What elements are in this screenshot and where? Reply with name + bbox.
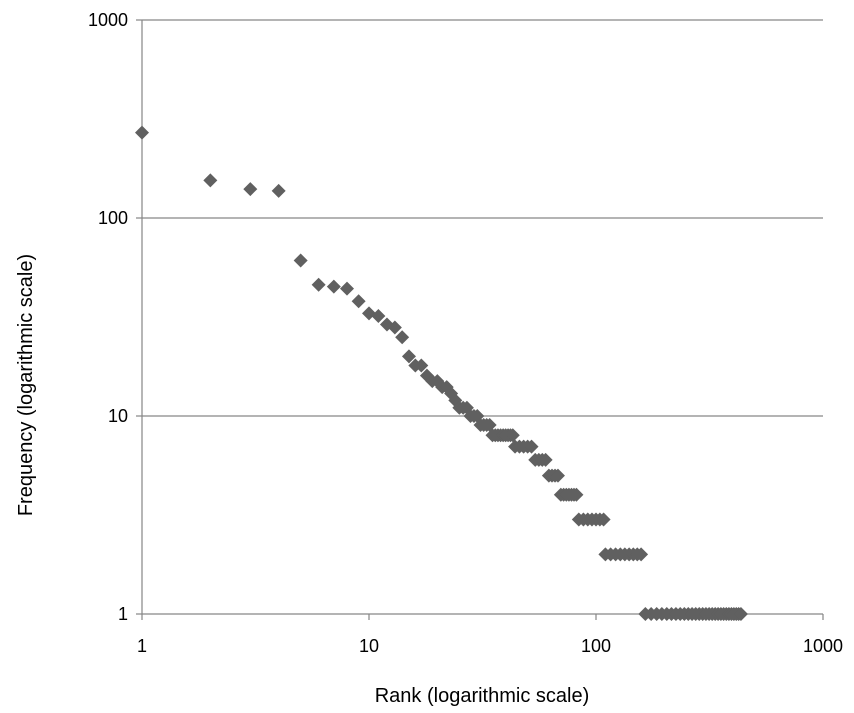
- data-point: [596, 512, 611, 527]
- data-point: [293, 253, 308, 268]
- data-point: [326, 279, 341, 294]
- data-point: [351, 294, 366, 309]
- y-tick-label: 10: [108, 406, 128, 426]
- data-point: [340, 281, 355, 296]
- data-point: [414, 358, 429, 373]
- data-point: [243, 182, 258, 197]
- data-point: [538, 452, 553, 467]
- x-axis-title: Rank (logarithmic scale): [375, 685, 590, 707]
- x-tick-label: 1000: [803, 636, 843, 656]
- data-point: [733, 607, 748, 621]
- x-tick-label: 10: [359, 636, 379, 656]
- data-point: [569, 487, 584, 502]
- axes: [136, 19, 824, 620]
- y-axis-title: Frequency (logarithmic scale): [15, 254, 37, 516]
- y-tick-labels: 1 10 100 1000: [88, 10, 128, 624]
- data-point: [505, 428, 520, 443]
- data-points: [135, 125, 748, 621]
- data-point: [311, 277, 326, 292]
- data-point: [135, 125, 149, 140]
- y-tick-label: 100: [98, 208, 128, 228]
- data-point: [371, 308, 386, 323]
- y-tick-label: 1: [118, 604, 128, 624]
- x-tick-labels: 1 10 100 1000: [137, 636, 843, 656]
- data-point: [401, 349, 416, 364]
- data-point: [634, 547, 649, 562]
- x-tick-label: 100: [581, 636, 611, 656]
- data-point: [387, 320, 402, 335]
- data-point: [271, 183, 286, 198]
- data-point: [395, 330, 410, 345]
- data-point: [203, 173, 218, 188]
- data-point: [482, 418, 497, 433]
- data-point: [524, 439, 539, 454]
- x-tick-label: 1: [137, 636, 147, 656]
- data-point: [550, 468, 565, 483]
- y-tick-label: 1000: [88, 10, 128, 30]
- gridlines: [142, 19, 823, 417]
